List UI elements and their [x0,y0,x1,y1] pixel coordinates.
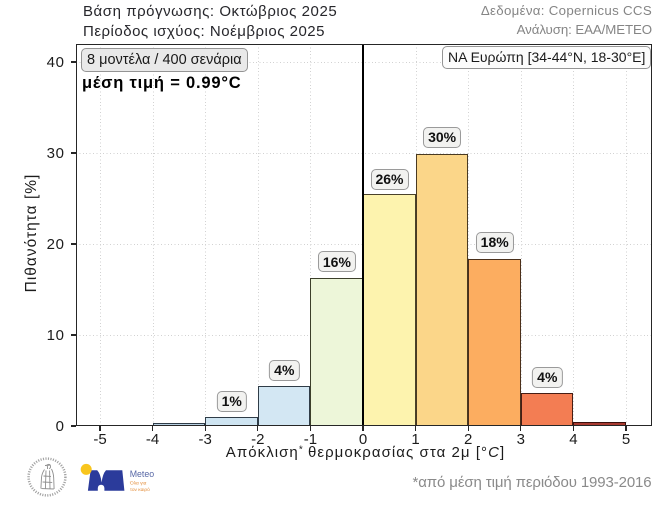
svg-text:τον καιρό: τον καιρό [130,486,150,493]
svg-text:Meteo: Meteo [130,469,155,479]
svg-text:Όλα για: Όλα για [129,480,147,486]
